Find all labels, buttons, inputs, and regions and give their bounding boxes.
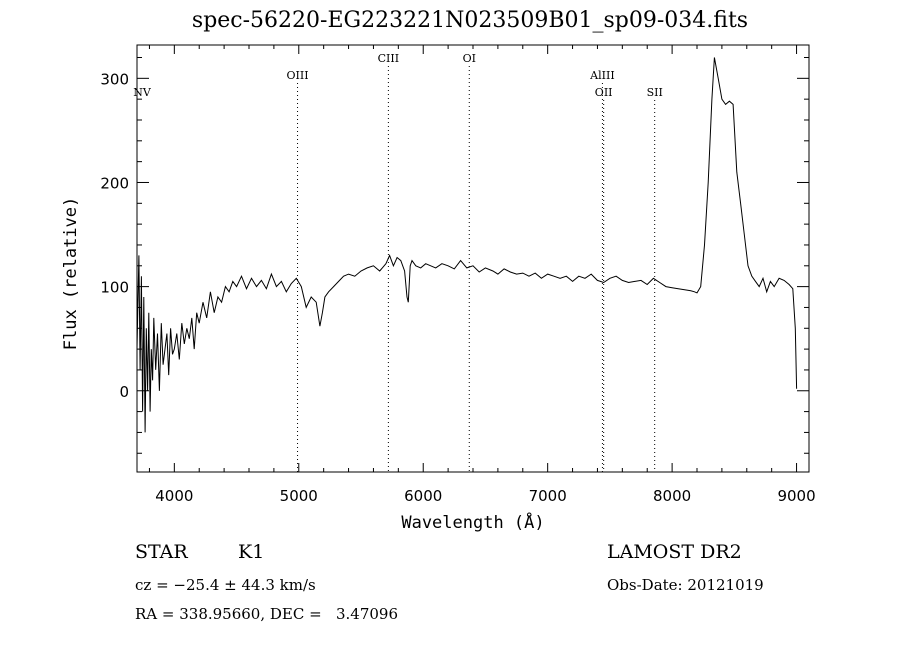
line-label-SII: SII [647,86,663,99]
y-tick-label-0: 0 [119,383,129,401]
x-tick-label-8000: 8000 [653,487,691,505]
axis-labels: 4000 5000 6000 7000 8000 9000 0 100 200 300 Wavele… [61,70,816,533]
x-tick-label-6000: 6000 [404,487,442,505]
line-label-OI: OI [463,52,476,65]
sky-coordinates: RA = 338.95660, DEC = 3.47096 [135,605,399,623]
y-tick-label-100: 100 [100,279,129,297]
x-axis-title: Wavelength (Å) [401,511,544,533]
line-label-OII: OII [595,86,613,99]
y-axis-title: Flux (relative) [61,197,81,351]
object-class: STAR [135,541,188,563]
x-tick-label-7000: 7000 [529,487,567,505]
survey-name: LAMOST DR2 [607,541,742,563]
object-subclass: K1 [238,541,265,563]
redshift-velocity: cz = −25.4 ± 44.3 km/s [135,576,316,594]
line-label-OIII: OIII [287,69,309,82]
line-label-AlIII: AlIII [589,69,615,82]
x-tick-label-4000: 4000 [155,487,193,505]
chart-title: spec-56220-EG223221N023509B01_sp09-034.f… [191,8,749,33]
plot-frame [136,44,810,473]
y-tick-label-200: 200 [100,174,129,192]
line-label-NV: NV [133,86,152,99]
spectrum-line [136,57,798,433]
y-tick-label-300: 300 [100,70,129,88]
observation-date: Obs-Date: 20121019 [607,576,764,594]
x-tick-label-9000: 9000 [777,487,815,505]
x-tick-label-5000: 5000 [280,487,318,505]
line-label-CIII: CIII [378,52,399,65]
emission-line-markers: NV OIII CIII OI AlIII OII SII [133,52,663,472]
axis-ticks [137,45,809,472]
